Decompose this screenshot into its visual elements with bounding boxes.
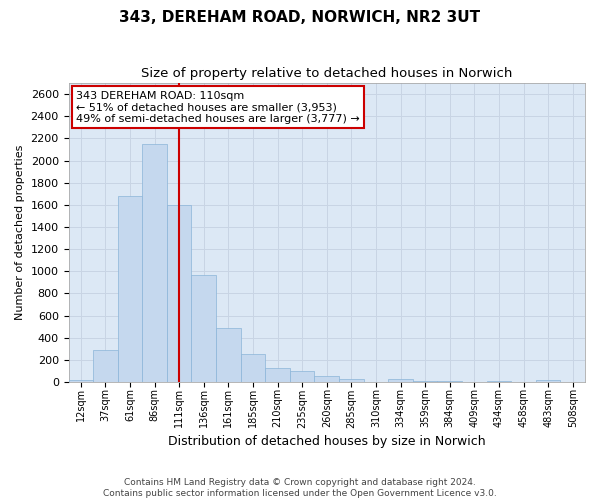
- Bar: [314, 376, 339, 382]
- Bar: [216, 328, 241, 382]
- Bar: [167, 205, 191, 382]
- Bar: [388, 379, 413, 382]
- Text: 343, DEREHAM ROAD, NORWICH, NR2 3UT: 343, DEREHAM ROAD, NORWICH, NR2 3UT: [119, 10, 481, 25]
- Bar: [118, 196, 142, 382]
- Bar: [290, 371, 314, 382]
- X-axis label: Distribution of detached houses by size in Norwich: Distribution of detached houses by size …: [168, 434, 485, 448]
- Bar: [142, 144, 167, 382]
- Bar: [241, 354, 265, 382]
- Title: Size of property relative to detached houses in Norwich: Size of property relative to detached ho…: [141, 68, 512, 80]
- Bar: [265, 368, 290, 382]
- Text: Contains HM Land Registry data © Crown copyright and database right 2024.
Contai: Contains HM Land Registry data © Crown c…: [103, 478, 497, 498]
- Bar: [339, 378, 364, 382]
- Bar: [68, 380, 93, 382]
- Y-axis label: Number of detached properties: Number of detached properties: [15, 145, 25, 320]
- Bar: [93, 350, 118, 382]
- Text: 343 DEREHAM ROAD: 110sqm
← 51% of detached houses are smaller (3,953)
49% of sem: 343 DEREHAM ROAD: 110sqm ← 51% of detach…: [76, 90, 360, 124]
- Bar: [191, 274, 216, 382]
- Bar: [536, 380, 560, 382]
